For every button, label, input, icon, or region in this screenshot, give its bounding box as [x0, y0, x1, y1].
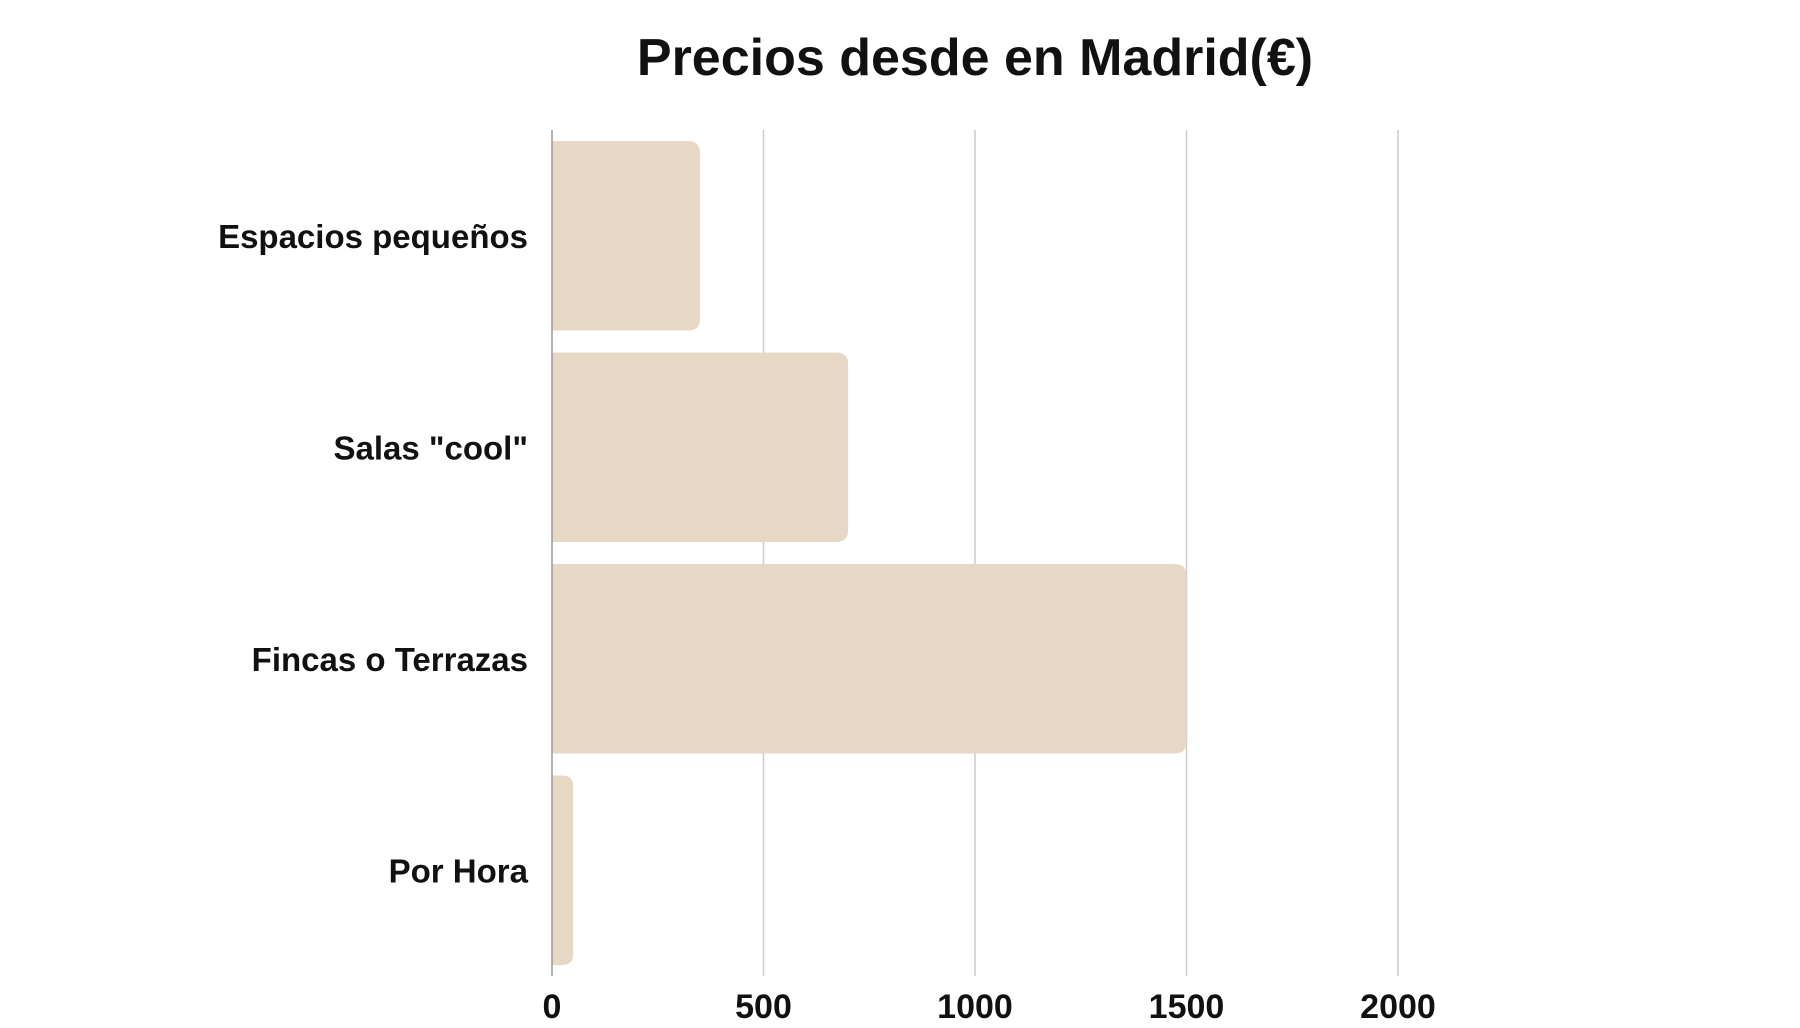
category-label: Fincas o Terrazas [252, 641, 528, 678]
category-label: Por Hora [389, 852, 529, 889]
bars [552, 141, 1187, 965]
bar [552, 564, 1187, 754]
x-tick-label: 1000 [937, 988, 1013, 1026]
category-label: Espacios pequeños [218, 218, 528, 255]
x-tick-label: 2000 [1360, 988, 1436, 1026]
bar [552, 775, 574, 965]
x-tick-label: 0 [543, 988, 562, 1026]
bar [552, 352, 849, 542]
chart-title: Precios desde en Madrid(€) [636, 29, 1314, 87]
category-labels: Espacios pequeños Salas "cool" Fincas o Te… [218, 218, 529, 890]
x-tick-label: 1500 [1149, 988, 1225, 1026]
x-tick-label: 500 [735, 988, 792, 1026]
bar [552, 141, 701, 331]
x-tick-labels: 0 500 1000 1500 2000 [543, 988, 1436, 1026]
category-label: Salas "cool" [333, 429, 528, 466]
gridlines [762, 130, 1399, 976]
